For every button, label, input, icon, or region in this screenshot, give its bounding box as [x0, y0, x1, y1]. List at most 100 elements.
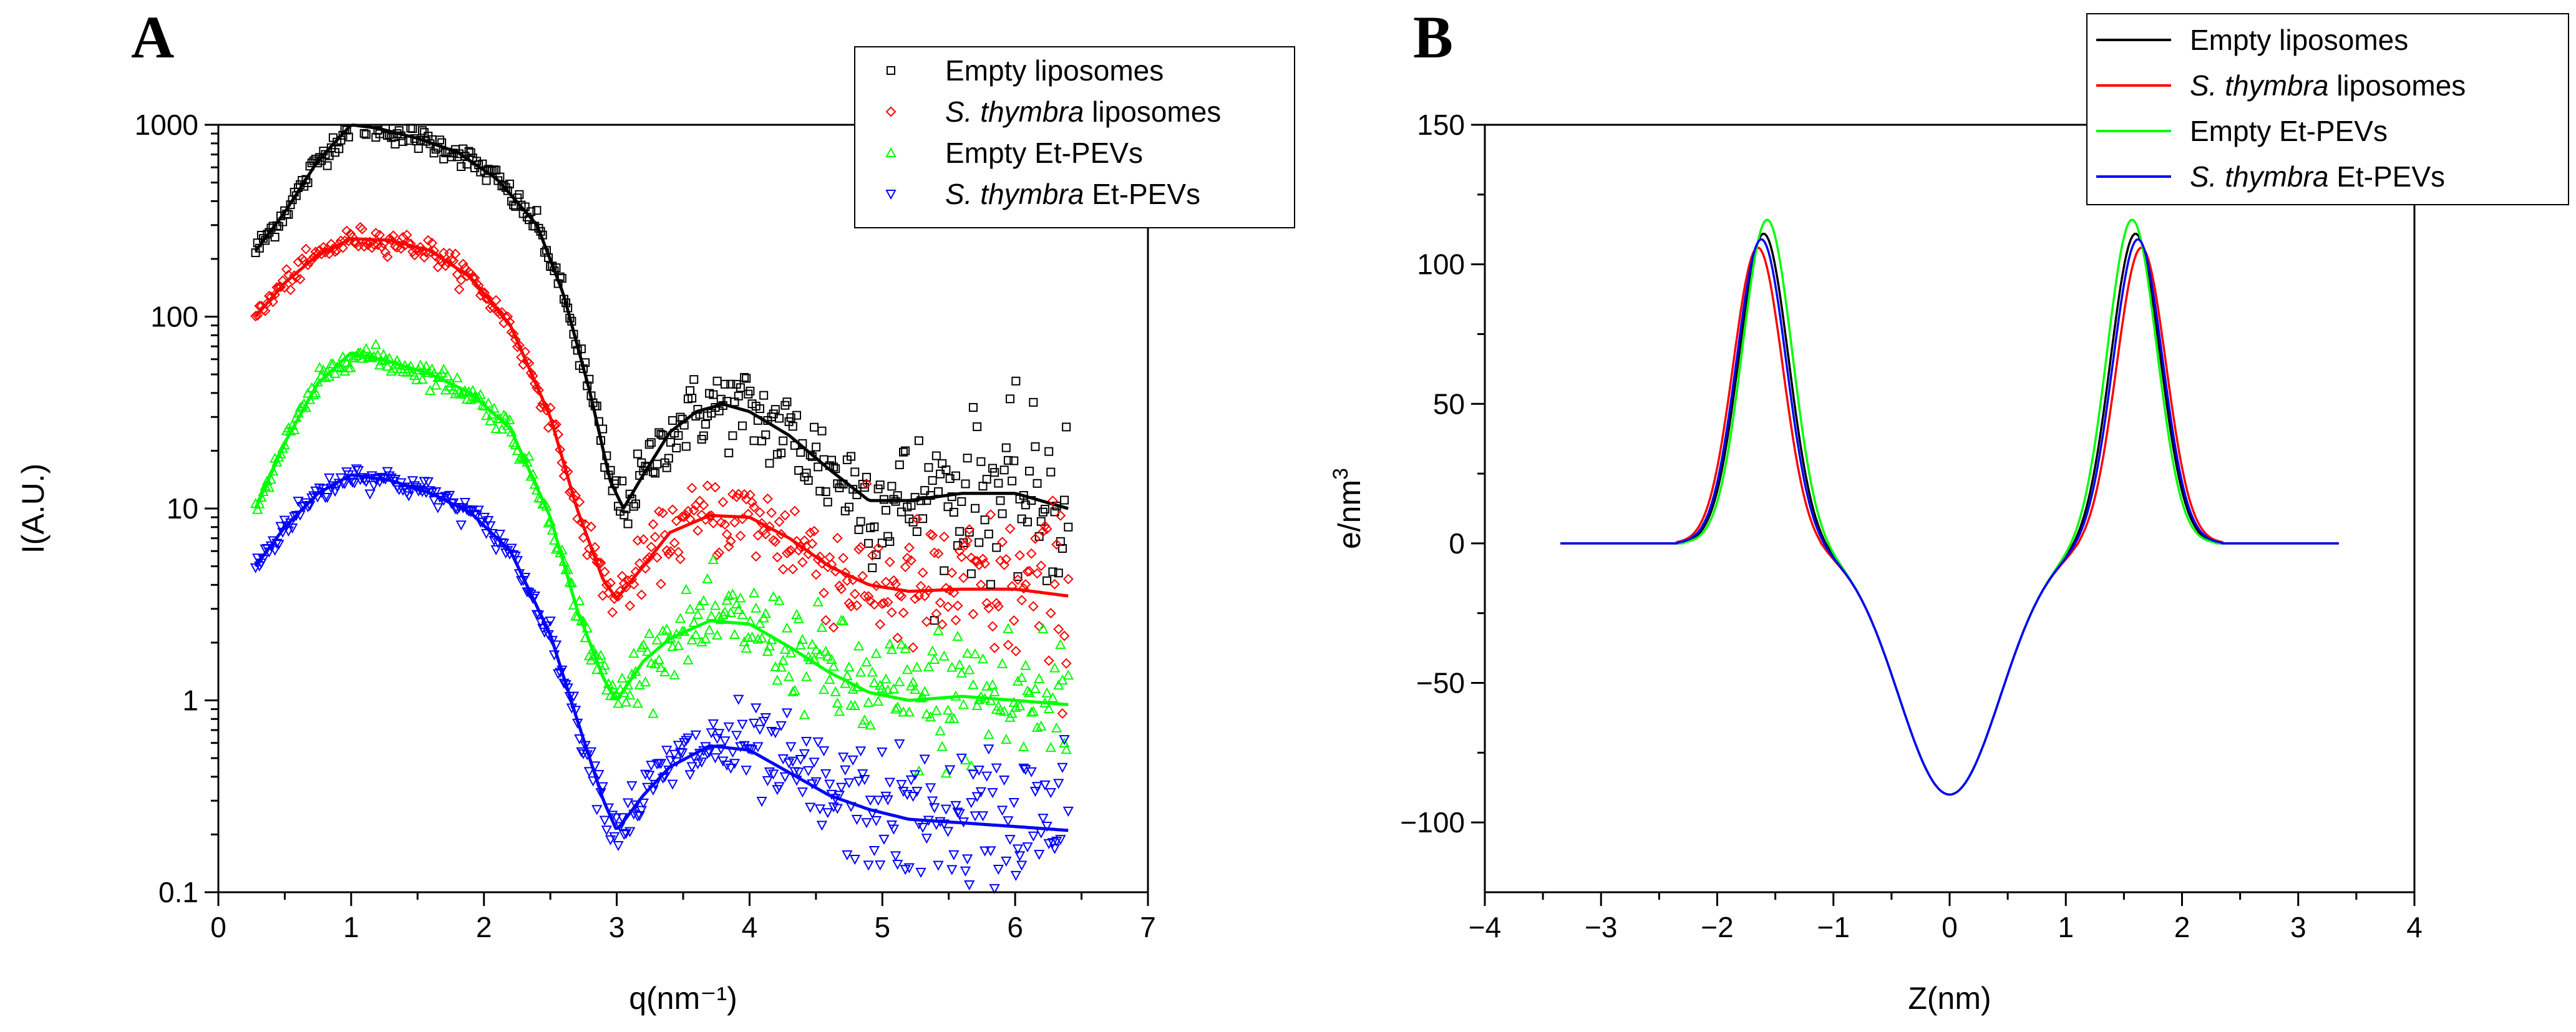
data-point-diamond: [603, 587, 614, 598]
data-point-triangle-down: [704, 747, 715, 758]
data-point-triangle-down: [985, 846, 996, 857]
data-point-diamond: [764, 521, 775, 532]
data-point-diamond: [659, 530, 671, 540]
data-point-diamond: [859, 590, 870, 601]
data-point-square: [410, 134, 419, 144]
data-point-triangle-down: [851, 815, 863, 825]
data-point-triangle-down: [684, 770, 696, 781]
data-point-diamond: [943, 601, 953, 612]
data-point-triangle-down: [952, 807, 963, 818]
data-point-triangle-down: [828, 802, 839, 813]
data-point-square: [957, 497, 966, 506]
data-point-square: [885, 537, 895, 546]
data-point-square: [779, 436, 788, 445]
data-point-diamond: [810, 569, 822, 580]
data-point-diamond: [475, 290, 486, 301]
data-point-triangle-up: [595, 650, 606, 660]
data-point-triangle-down: [550, 640, 562, 651]
data-point-square: [552, 263, 561, 273]
data-point-triangle-up: [370, 339, 382, 349]
data-point-square: [753, 416, 762, 425]
panel-b-x-tick-label: 0: [1942, 911, 1958, 943]
data-point-square: [737, 421, 747, 431]
data-point-triangle-up: [319, 372, 331, 382]
data-point-triangle-down: [762, 776, 774, 787]
data-point-diamond: [490, 295, 502, 306]
panel-b-legend-label: Empty liposomes: [2190, 24, 2408, 56]
data-point-square: [656, 430, 666, 439]
data-point-triangle-down: [347, 477, 358, 488]
data-point-triangle-up: [289, 424, 300, 434]
data-point-triangle-down: [996, 806, 1008, 816]
data-point-triangle-up: [547, 524, 558, 535]
data-point-square: [994, 479, 1003, 488]
data-point-triangle-down: [764, 767, 775, 778]
data-point-diamond: [591, 557, 603, 568]
data-point-triangle-up: [810, 644, 822, 655]
data-point-triangle-down: [966, 798, 977, 809]
data-point-triangle-up: [956, 667, 967, 678]
data-point-triangle-down: [562, 683, 573, 694]
data-point-triangle-up: [417, 374, 428, 384]
data-point-triangle-up: [983, 729, 994, 739]
data-point-triangle-up: [1022, 685, 1033, 696]
data-point-triangle-down: [273, 540, 284, 550]
data-point-triangle-down: [520, 573, 531, 583]
data-point-square: [724, 448, 734, 457]
data-point-triangle-up: [751, 602, 762, 613]
panel-b-x-tick-label: 2: [2174, 911, 2190, 943]
data-point-triangle-up: [837, 615, 849, 626]
data-point-square: [893, 491, 902, 500]
data-point-triangle-down: [896, 780, 907, 791]
data-point-diamond: [455, 275, 467, 286]
panel-b-x-tick-label: 3: [2290, 911, 2306, 943]
data-point-square: [860, 483, 869, 492]
data-point-square: [1023, 517, 1032, 527]
data-point-triangle-up: [892, 701, 903, 712]
data-point-diamond: [268, 296, 278, 308]
data-point-diamond: [469, 272, 480, 283]
data-point-diamond: [784, 546, 794, 557]
data-point-triangle-up: [420, 360, 432, 371]
data-point-diamond: [1004, 523, 1016, 534]
data-point-triangle-down: [606, 811, 618, 821]
data-point-triangle-up: [674, 613, 686, 623]
data-point-triangle-up: [488, 402, 500, 413]
data-point-triangle-up: [382, 360, 393, 371]
data-point-diamond: [719, 519, 731, 530]
data-point-square: [563, 303, 573, 313]
data-point-diamond: [266, 291, 276, 302]
data-point-square: [891, 497, 900, 506]
data-point-square: [511, 202, 520, 211]
data-point-diamond: [403, 238, 414, 249]
panel-b-plot-frame: [1484, 124, 2416, 893]
panel-a-series-points: [250, 464, 1074, 894]
data-point-triangle-up: [719, 606, 731, 616]
data-point-triangle-down: [766, 726, 777, 737]
data-point-diamond: [871, 580, 882, 591]
panel-a-y-tick-label: 1000: [135, 109, 198, 141]
panel-a-legend-label: Empty liposomes: [945, 54, 1164, 87]
data-point-square: [303, 178, 313, 187]
data-point-square: [361, 130, 371, 139]
data-point-square: [709, 390, 718, 399]
data-point-triangle-down: [768, 769, 779, 780]
data-point-triangle-down: [636, 806, 647, 816]
data-point-triangle-down: [968, 769, 979, 780]
data-point-triangle-up: [917, 691, 928, 702]
data-point-diamond: [1003, 640, 1014, 651]
data-point-triangle-down: [469, 509, 480, 520]
data-point-triangle-down: [944, 765, 956, 776]
data-point-triangle-up: [826, 653, 837, 664]
data-point-square: [359, 129, 369, 138]
data-point-square: [815, 487, 825, 496]
legend-label-rest: liposomes: [1084, 95, 1221, 128]
data-point-triangle-down: [983, 744, 994, 755]
panel-a-data-points: [250, 124, 1074, 894]
data-point-triangle-down: [590, 761, 601, 772]
data-point-square: [864, 538, 873, 548]
data-point-triangle-down: [843, 778, 855, 789]
data-point-triangle-up: [442, 370, 454, 381]
data-point-square: [557, 274, 566, 283]
data-point-triangle-down: [1038, 814, 1049, 824]
